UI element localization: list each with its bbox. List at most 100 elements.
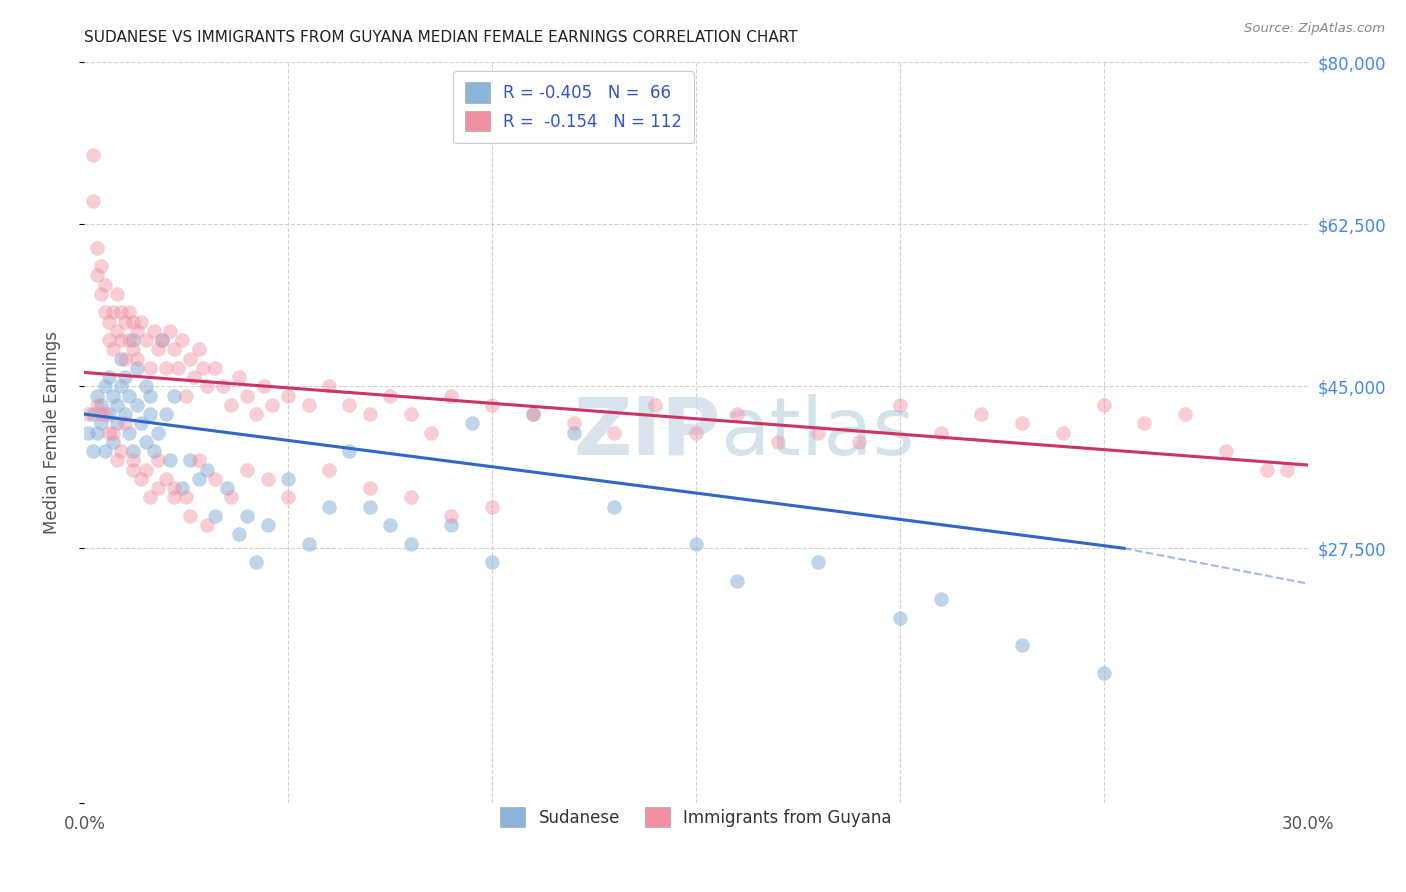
Point <box>970 407 993 421</box>
Point <box>481 398 503 412</box>
Point <box>97 333 120 347</box>
Point <box>101 425 124 440</box>
Point <box>685 425 707 440</box>
Point <box>359 481 381 495</box>
Point <box>135 434 157 449</box>
Text: Source: ZipAtlas.com: Source: ZipAtlas.com <box>1244 22 1385 36</box>
Point <box>889 398 911 412</box>
Point <box>159 324 181 338</box>
Point <box>191 360 214 375</box>
Text: ZIP: ZIP <box>574 393 720 472</box>
Point <box>135 333 157 347</box>
Point <box>1174 407 1197 421</box>
Point <box>174 388 197 402</box>
Point <box>603 500 626 514</box>
Point <box>110 333 132 347</box>
Point <box>260 398 283 412</box>
Point <box>172 481 194 495</box>
Point <box>93 277 115 292</box>
Point <box>253 379 276 393</box>
Point <box>339 398 361 412</box>
Point <box>90 398 112 412</box>
Point <box>1256 462 1278 476</box>
Point <box>86 388 108 402</box>
Point <box>97 370 120 384</box>
Point <box>277 388 299 402</box>
Point <box>114 370 136 384</box>
Point <box>86 240 108 255</box>
Point <box>318 379 340 393</box>
Point <box>399 536 422 550</box>
Point <box>101 388 124 402</box>
Point <box>380 518 402 533</box>
Point <box>195 379 218 393</box>
Point <box>298 536 321 550</box>
Point <box>298 398 321 412</box>
Point <box>110 379 132 393</box>
Point <box>420 425 443 440</box>
Point <box>380 388 402 402</box>
Point <box>807 425 830 440</box>
Point <box>82 194 104 209</box>
Point <box>105 417 128 431</box>
Point <box>277 472 299 486</box>
Point <box>150 333 173 347</box>
Point <box>204 360 226 375</box>
Point <box>105 453 128 467</box>
Point <box>807 555 830 569</box>
Point <box>142 444 165 458</box>
Point <box>118 388 141 402</box>
Point <box>219 398 242 412</box>
Point <box>179 351 201 366</box>
Point <box>399 491 422 505</box>
Point <box>179 508 201 523</box>
Point <box>146 343 169 357</box>
Point <box>155 360 177 375</box>
Point <box>318 500 340 514</box>
Point <box>127 324 149 338</box>
Point <box>603 425 626 440</box>
Point <box>101 434 124 449</box>
Point <box>118 425 141 440</box>
Point <box>146 481 169 495</box>
Point <box>212 379 235 393</box>
Point <box>179 453 201 467</box>
Text: SUDANESE VS IMMIGRANTS FROM GUYANA MEDIAN FEMALE EARNINGS CORRELATION CHART: SUDANESE VS IMMIGRANTS FROM GUYANA MEDIA… <box>84 29 799 45</box>
Point <box>131 472 153 486</box>
Point <box>77 407 100 421</box>
Point <box>82 407 104 421</box>
Point <box>90 286 112 301</box>
Legend: Sudanese, Immigrants from Guyana: Sudanese, Immigrants from Guyana <box>488 796 904 838</box>
Point <box>167 360 190 375</box>
Point <box>118 333 141 347</box>
Point <box>562 425 585 440</box>
Point <box>359 500 381 514</box>
Point <box>101 305 124 319</box>
Point <box>122 453 145 467</box>
Point <box>146 453 169 467</box>
Point <box>159 453 181 467</box>
Y-axis label: Median Female Earnings: Median Female Earnings <box>42 331 60 534</box>
Point <box>219 491 242 505</box>
Point <box>929 592 952 607</box>
Point <box>86 268 108 283</box>
Point <box>1052 425 1074 440</box>
Point <box>245 407 267 421</box>
Point <box>481 555 503 569</box>
Point <box>522 407 544 421</box>
Point <box>228 527 250 541</box>
Point <box>93 379 115 393</box>
Point <box>1011 417 1033 431</box>
Point <box>187 472 209 486</box>
Point <box>183 370 205 384</box>
Point <box>146 425 169 440</box>
Point <box>135 379 157 393</box>
Point <box>929 425 952 440</box>
Point <box>217 481 239 495</box>
Point <box>359 407 381 421</box>
Point <box>187 343 209 357</box>
Point <box>1011 639 1033 653</box>
Point <box>118 305 141 319</box>
Point <box>440 388 463 402</box>
Point <box>122 314 145 328</box>
